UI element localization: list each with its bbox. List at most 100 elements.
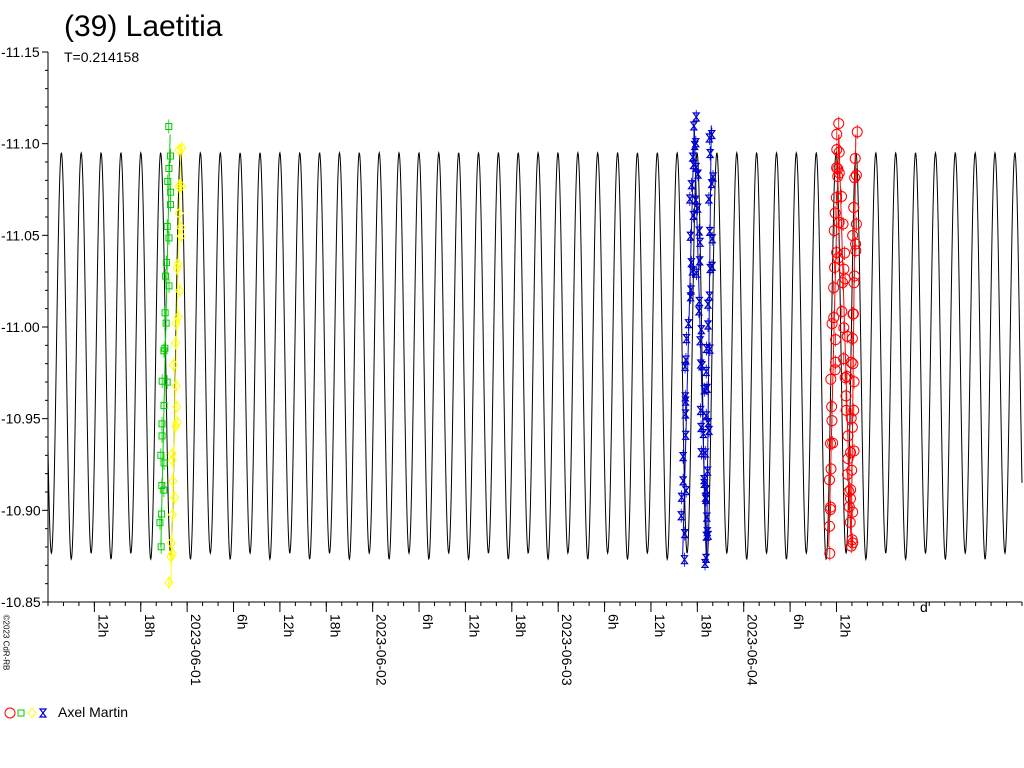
data-point <box>848 277 860 289</box>
data-point <box>833 167 845 179</box>
data-point <box>846 464 858 476</box>
data-point <box>158 432 166 440</box>
data-point <box>164 576 174 589</box>
data-point <box>700 478 709 489</box>
data-point <box>687 258 696 268</box>
data-point <box>160 486 168 494</box>
data-point <box>825 373 837 385</box>
data-point <box>703 527 712 537</box>
data-point <box>686 292 695 302</box>
data-point <box>681 392 690 402</box>
data-point <box>836 306 848 318</box>
data-point <box>705 226 714 237</box>
x-tick-label: 2023-06-02 <box>374 614 390 686</box>
data-point <box>831 128 843 140</box>
data-point <box>843 486 855 498</box>
y-tick-label: -11.05 <box>1 227 40 243</box>
data-point <box>838 353 850 365</box>
data-point <box>174 144 184 156</box>
x-tick-label: 6h <box>606 614 622 630</box>
data-point <box>169 491 180 504</box>
y-tick-label: -10.90 <box>1 502 41 518</box>
data-point <box>837 277 849 289</box>
credit-text: ©2023 CdR-RB <box>1 614 11 671</box>
data-point <box>165 164 173 172</box>
data-point <box>172 416 182 429</box>
legend-symbol-diamond <box>27 707 37 719</box>
data-point <box>682 334 691 344</box>
x-axis-unit-marker: d <box>920 599 928 615</box>
data-point <box>167 447 177 460</box>
data-point <box>696 422 706 433</box>
y-tick-label: -11.15 <box>1 44 40 60</box>
data-point <box>848 404 860 416</box>
data-point <box>826 415 838 427</box>
chart-subtitle-period: T=0.214158 <box>64 49 140 65</box>
data-point <box>845 540 857 552</box>
data-point <box>160 347 168 355</box>
data-point <box>846 332 858 344</box>
data-point <box>170 337 181 349</box>
data-point <box>681 486 691 496</box>
x-tick-label: 12h <box>652 614 668 637</box>
data-point <box>701 484 711 495</box>
data-point <box>167 188 175 196</box>
data-point <box>707 261 717 272</box>
x-tick-label: 18h <box>698 614 714 637</box>
data-point <box>702 411 711 421</box>
data-point <box>707 129 717 140</box>
data-point <box>850 218 862 230</box>
data-point <box>701 448 710 458</box>
data-point <box>826 401 838 413</box>
data-point <box>828 282 840 294</box>
data-point <box>828 225 840 237</box>
data-point <box>167 548 178 560</box>
data-point <box>849 152 861 164</box>
y-tick-label: -10.95 <box>1 411 41 427</box>
data-point <box>846 421 858 433</box>
series-diamond <box>164 141 187 590</box>
series-track-line <box>160 134 171 548</box>
y-tick-label: -11.10 <box>1 136 40 152</box>
x-tick-label: 18h <box>327 614 343 637</box>
data-point <box>678 476 688 486</box>
data-point <box>702 366 711 377</box>
x-tick-label: 18h <box>513 614 529 637</box>
data-point <box>168 475 178 487</box>
data-point <box>156 519 164 527</box>
data-point <box>693 203 702 213</box>
data-point <box>157 451 165 459</box>
data-point <box>840 390 852 402</box>
data-point <box>158 510 166 518</box>
data-point <box>705 133 714 143</box>
data-point <box>680 555 689 565</box>
data-point <box>694 306 704 316</box>
data-point <box>161 309 169 317</box>
data-point <box>843 501 855 513</box>
data-point <box>824 547 836 559</box>
data-point <box>162 272 170 280</box>
data-point <box>163 378 171 386</box>
data-point <box>700 558 710 569</box>
data-point <box>162 319 170 327</box>
data-point <box>691 138 701 148</box>
data-point <box>848 376 860 388</box>
legend-observer-label: Axel Martin <box>58 704 129 720</box>
data-point <box>680 529 689 539</box>
data-point <box>176 221 186 234</box>
data-point <box>826 318 838 330</box>
series-circle <box>823 116 863 561</box>
data-point <box>839 372 851 384</box>
x-tick-label: 18h <box>142 614 158 637</box>
data-points-layer <box>156 109 863 590</box>
data-point <box>167 454 177 466</box>
data-point <box>165 122 173 130</box>
data-point <box>851 126 863 138</box>
data-point <box>848 445 860 457</box>
series-track-line <box>828 134 840 548</box>
data-point <box>692 268 701 278</box>
data-point <box>158 377 166 385</box>
data-point <box>702 383 712 393</box>
data-point <box>171 420 181 433</box>
